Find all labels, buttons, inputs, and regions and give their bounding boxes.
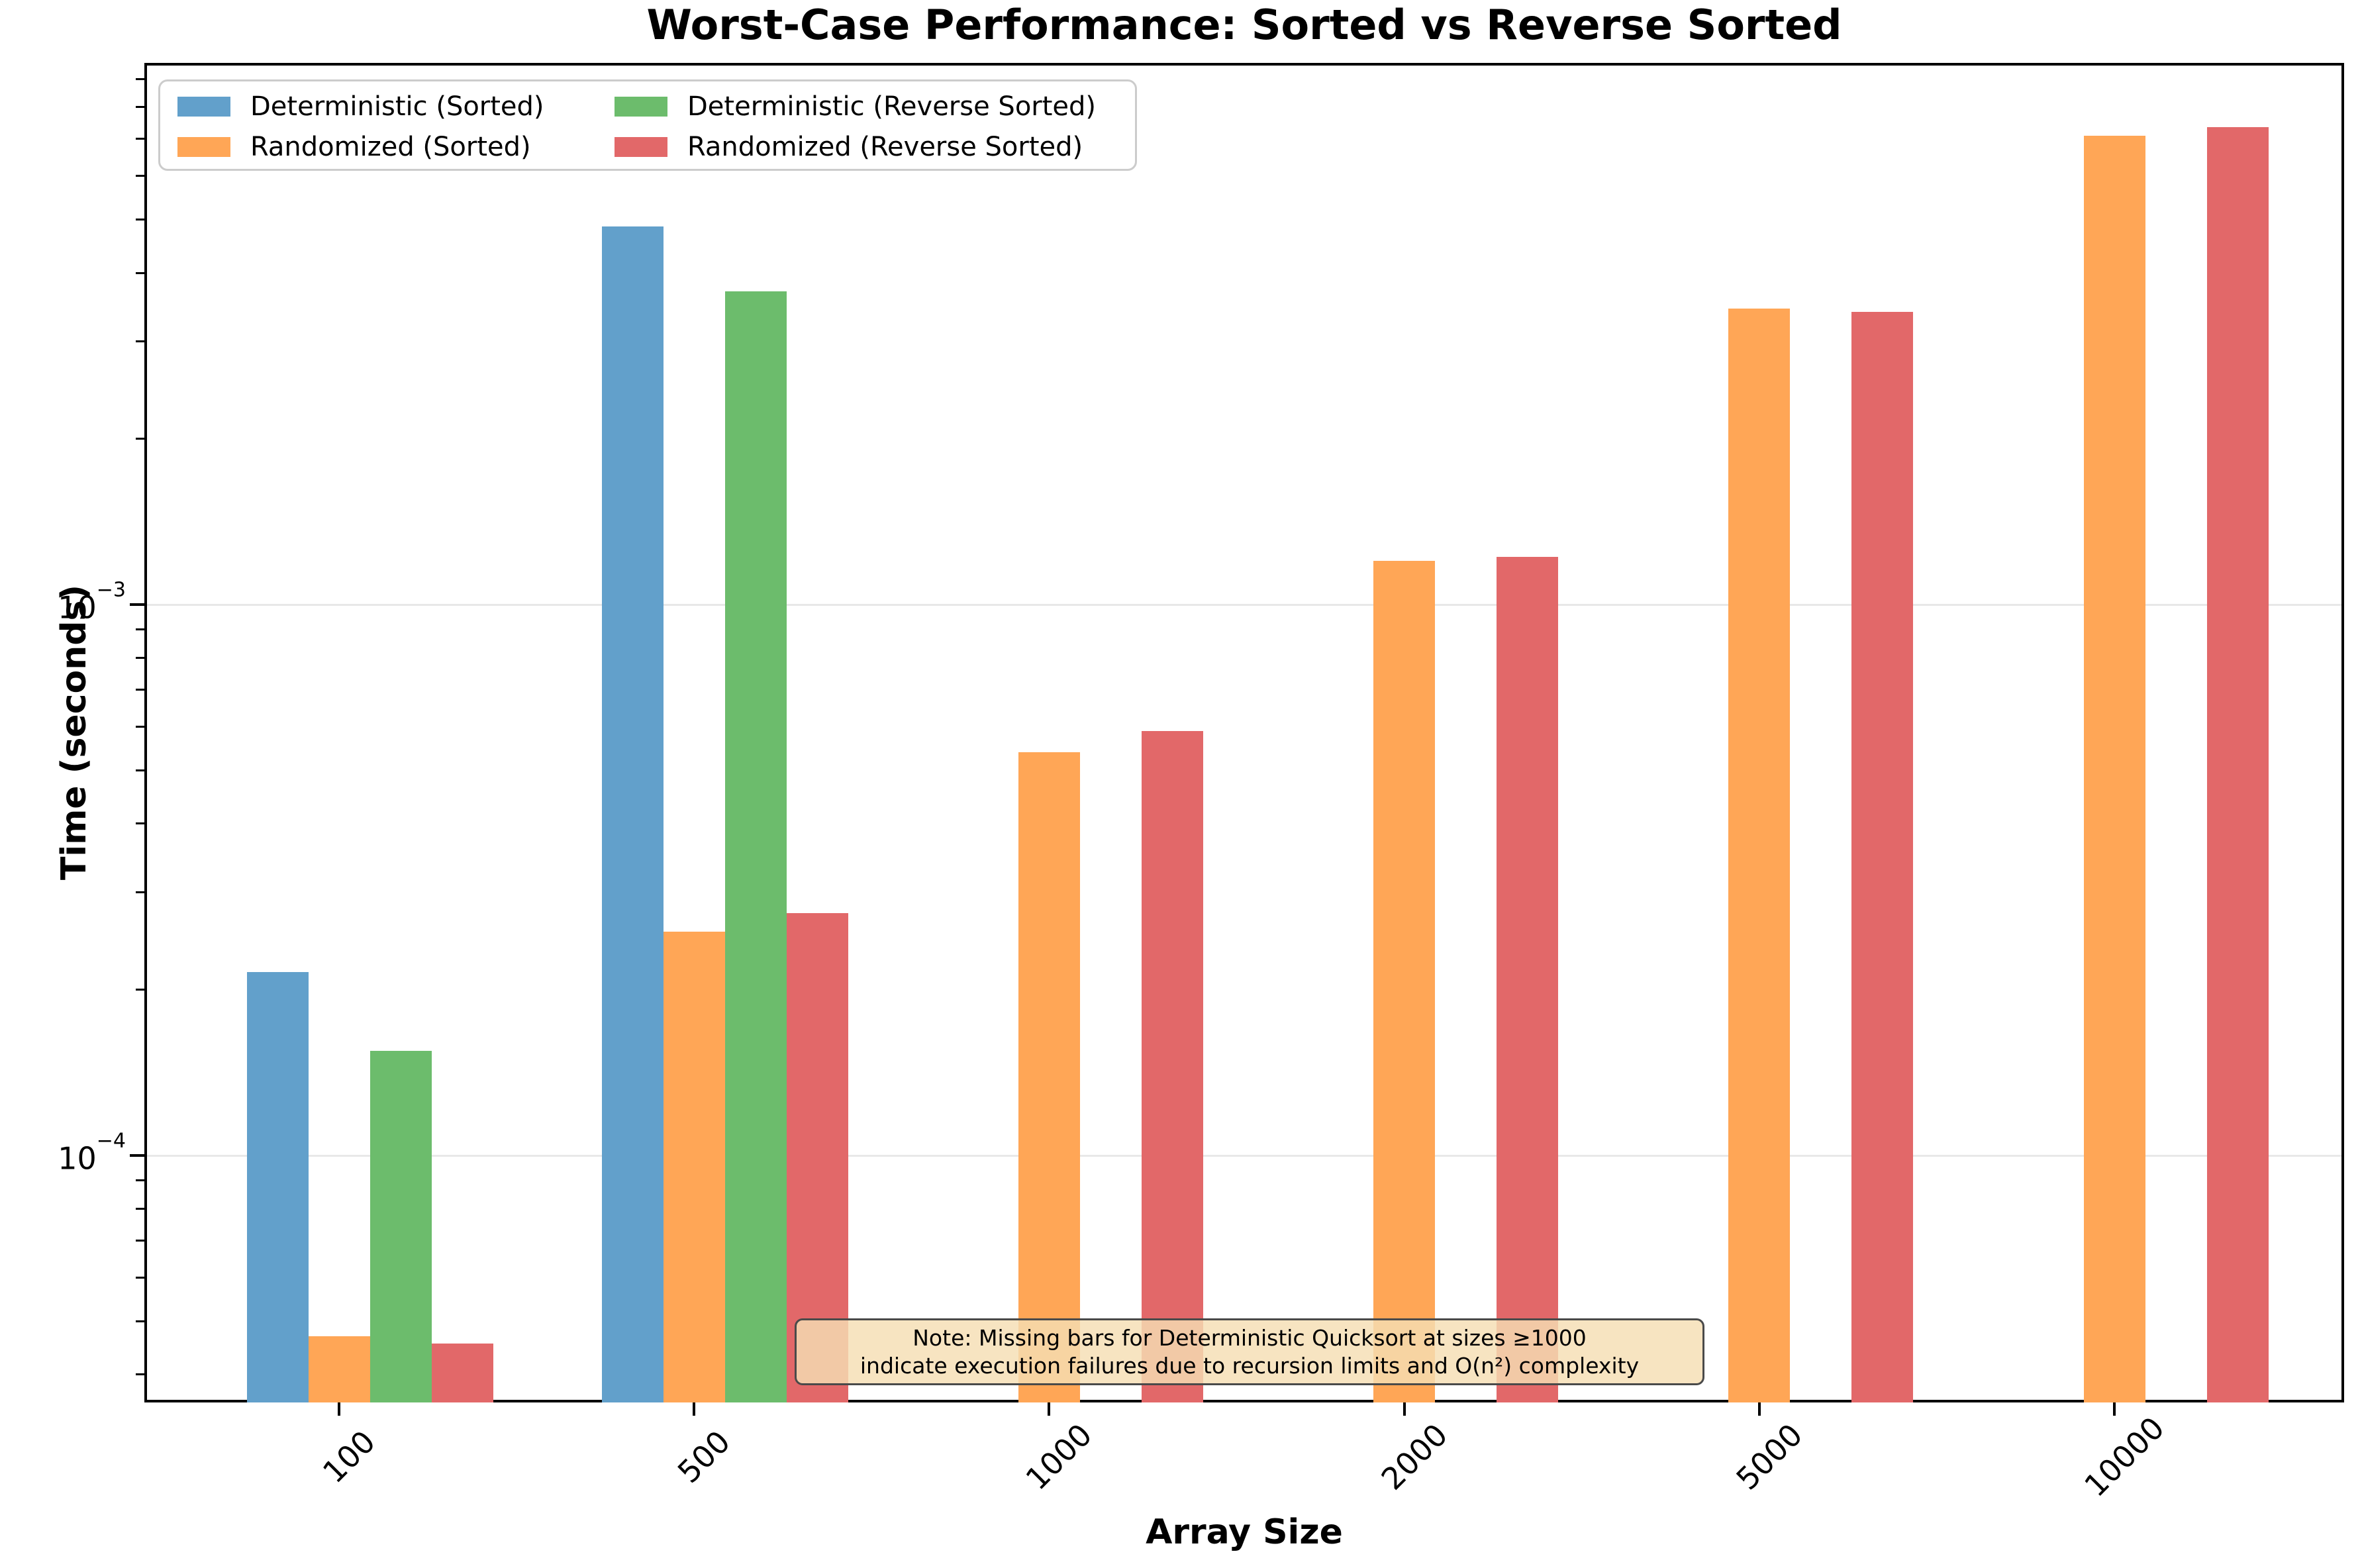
- legend-item-randomized-reverse-sorted: Randomized (Reverse Sorted): [615, 132, 1118, 162]
- x-tick-label: 10000: [2077, 1410, 2171, 1504]
- legend-swatch-deterministic-sorted: [177, 96, 230, 117]
- y-minor-tick: [136, 218, 144, 220]
- bar-deterministic-reverse-sorted-500: [724, 291, 787, 1402]
- y-minor-tick: [136, 628, 144, 631]
- y-minor-tick: [136, 891, 144, 894]
- bar-deterministic-reverse-sorted-100: [369, 1050, 432, 1402]
- plot-area: [144, 63, 2344, 1402]
- y-minor-tick: [136, 1276, 144, 1279]
- legend-item-deterministic-reverse-sorted: Deterministic (Reverse Sorted): [615, 92, 1118, 121]
- y-minor-tick: [136, 689, 144, 691]
- y-minor-tick: [136, 271, 144, 274]
- legend-label-deterministic-sorted: Deterministic (Sorted): [250, 91, 544, 122]
- bar-randomized-reverse-sorted-1000: [1141, 730, 1203, 1402]
- y-minor-tick: [136, 1320, 144, 1322]
- note-box: Note: Missing bars for Deterministic Qui…: [795, 1318, 1704, 1385]
- legend: Deterministic (Sorted) Deterministic (Rev…: [158, 79, 1137, 171]
- y-minor-tick: [136, 657, 144, 660]
- x-major-tick: [1048, 1402, 1051, 1416]
- y-gridline: [147, 603, 2341, 606]
- legend-item-deterministic-sorted: Deterministic (Sorted): [177, 92, 615, 121]
- y-minor-tick: [136, 1179, 144, 1182]
- y-major-tick: [130, 1153, 144, 1157]
- bar-randomized-sorted-10000: [2083, 135, 2145, 1402]
- y-tick-label-base: 10: [58, 589, 97, 626]
- x-major-tick: [1757, 1402, 1761, 1416]
- y-minor-tick: [136, 340, 144, 343]
- x-major-tick: [693, 1402, 696, 1416]
- note-line-2: indicate execution failures due to recur…: [860, 1352, 1640, 1379]
- y-major-tick: [130, 603, 144, 606]
- x-tick-label: 5000: [1729, 1416, 1810, 1497]
- bar-randomized-sorted-2000: [1373, 561, 1436, 1402]
- bar-randomized-sorted-1000: [1018, 752, 1080, 1402]
- x-tick-label: 100: [315, 1423, 383, 1491]
- chart-title: Worst-Case Performance: Sorted vs Revers…: [646, 1, 1842, 49]
- legend-label-randomized-sorted: Randomized (Sorted): [250, 131, 531, 162]
- y-tick-label-exponent: −4: [96, 1129, 126, 1153]
- legend-label-deterministic-reverse-sorted: Deterministic (Reverse Sorted): [687, 91, 1097, 122]
- y-minor-tick: [136, 988, 144, 991]
- y-tick-label: 10−4: [58, 1130, 126, 1177]
- legend-swatch-randomized-sorted: [177, 136, 230, 157]
- y-minor-tick: [136, 769, 144, 771]
- y-tick-label: 10−3: [58, 579, 126, 623]
- y-axis-label: Time (seconds): [54, 584, 94, 881]
- y-minor-tick: [136, 138, 144, 140]
- y-tick-label-exponent: −3: [96, 578, 126, 602]
- x-major-tick: [338, 1402, 340, 1416]
- note-line-1: Note: Missing bars for Deterministic Qui…: [912, 1324, 1587, 1351]
- bar-randomized-sorted-5000: [1728, 308, 1791, 1402]
- x-major-tick: [1402, 1402, 1406, 1416]
- x-tick-label: 1000: [1018, 1416, 1099, 1497]
- y-minor-tick: [136, 106, 144, 109]
- y-minor-tick: [136, 175, 144, 177]
- y-minor-tick: [136, 822, 144, 825]
- bar-randomized-reverse-sorted-5000: [1851, 311, 1914, 1402]
- y-minor-tick: [136, 1207, 144, 1210]
- bar-randomized-reverse-sorted-10000: [2206, 127, 2269, 1402]
- bar-randomized-reverse-sorted-2000: [1497, 557, 1559, 1402]
- x-tick-label: 500: [671, 1423, 738, 1491]
- legend-swatch-deterministic-reverse-sorted: [615, 96, 667, 117]
- bar-randomized-sorted-500: [663, 931, 725, 1402]
- x-axis-label: Array Size: [1146, 1512, 1343, 1552]
- y-minor-tick: [136, 437, 144, 440]
- bar-deterministic-sorted-100: [246, 972, 309, 1402]
- x-tick-label: 2000: [1374, 1416, 1455, 1497]
- legend-label-randomized-reverse-sorted: Randomized (Reverse Sorted): [687, 131, 1083, 162]
- bar-deterministic-sorted-500: [601, 226, 664, 1402]
- y-gridline: [147, 1154, 2341, 1157]
- y-minor-tick: [136, 1373, 144, 1376]
- y-minor-tick: [136, 77, 144, 80]
- y-tick-label-base: 10: [58, 1140, 97, 1177]
- bar-randomized-reverse-sorted-100: [431, 1344, 493, 1402]
- legend-swatch-randomized-reverse-sorted: [615, 136, 667, 157]
- y-minor-tick: [136, 725, 144, 728]
- y-minor-tick: [136, 1240, 144, 1242]
- bar-randomized-sorted-100: [308, 1336, 370, 1402]
- legend-item-randomized-sorted: Randomized (Sorted): [177, 132, 615, 162]
- x-major-tick: [2113, 1402, 2116, 1416]
